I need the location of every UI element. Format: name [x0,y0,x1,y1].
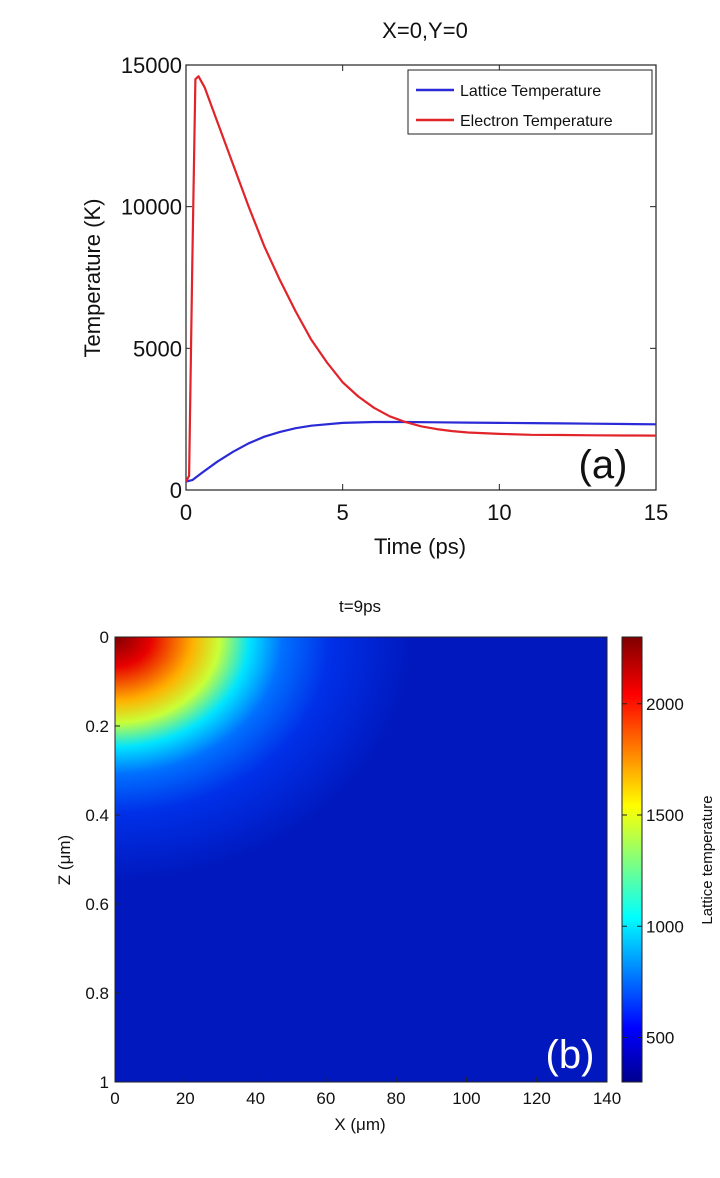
heatmap-x-tick-label: 0 [110,1089,119,1108]
legend-label-electron: Electron Temperature [460,113,613,130]
y-tick-label: 5000 [133,336,182,361]
heatmap-y-tick-label: 0.2 [85,717,109,736]
y-axis-label: Temperature (K) [80,199,105,358]
y-tick-label: 0 [170,478,182,503]
heatmap-y-tick-label: 0.6 [85,895,109,914]
plot-area [185,64,657,491]
x-axis-label: Time (ps) [374,534,466,559]
panel-label-a: (a) [579,443,628,487]
heatmap-x-tick-label: 40 [246,1089,265,1108]
legend: Lattice Temperature Electron Temperature [407,69,653,135]
colorbar-tick-label: 1000 [646,917,684,936]
colorbar-tick-label: 500 [646,1029,674,1048]
y-tick-label: 10000 [121,195,182,220]
colorbar-tick-label: 1500 [646,806,684,825]
heatmap-y-tick-label: 0 [100,628,109,647]
chart-title: X=0,Y=0 [382,18,468,43]
colorbar-gradient [621,636,643,1083]
panel-b-heatmap: t=9ps 0 20 40 60 80 100 120 140 0 0.2 0.4 0.6 0.8 1 X… [55,597,716,1134]
heatmap-x-tick-label: 60 [316,1089,335,1108]
panel-label-b: (b) [546,1033,595,1077]
legend-label-lattice: Lattice Temperature [460,83,601,100]
heatmap-y-axis-label: Z (μm) [55,835,74,885]
heatmap-field [115,637,607,1082]
heatmap-y-tick-label: 1 [100,1073,109,1092]
heatmap-x-tick-label: 140 [593,1089,621,1108]
y-tick-label: 15000 [121,53,182,78]
heatmap-x-tick-label: 120 [523,1089,551,1108]
colorbar-tick-label: 2000 [646,695,684,714]
x-tick-label: 15 [644,500,668,525]
heatmap-frame [114,636,608,1083]
x-tick-label: 5 [337,500,349,525]
colorbar: 500 1000 1500 2000 Lattice temperature [621,636,716,1083]
heatmap-x-tick-label: 20 [176,1089,195,1108]
heatmap-x-tick-label: 100 [452,1089,480,1108]
x-tick-label: 0 [180,500,192,525]
heatmap-x-axis-label: X (μm) [334,1115,385,1134]
legend-box [407,69,653,135]
heatmap-y-tick-label: 0.8 [85,984,109,1003]
series-line-electron-temperature [185,75,657,483]
heatmap-x-tick-label: 80 [387,1089,406,1108]
series-line-lattice-temperature [185,420,657,483]
heatmap-title: t=9ps [339,597,381,616]
x-tick-label: 10 [487,500,511,525]
heatmap-y-tick-label: 0.4 [85,806,109,825]
colorbar-label: Lattice temperature [699,795,716,924]
